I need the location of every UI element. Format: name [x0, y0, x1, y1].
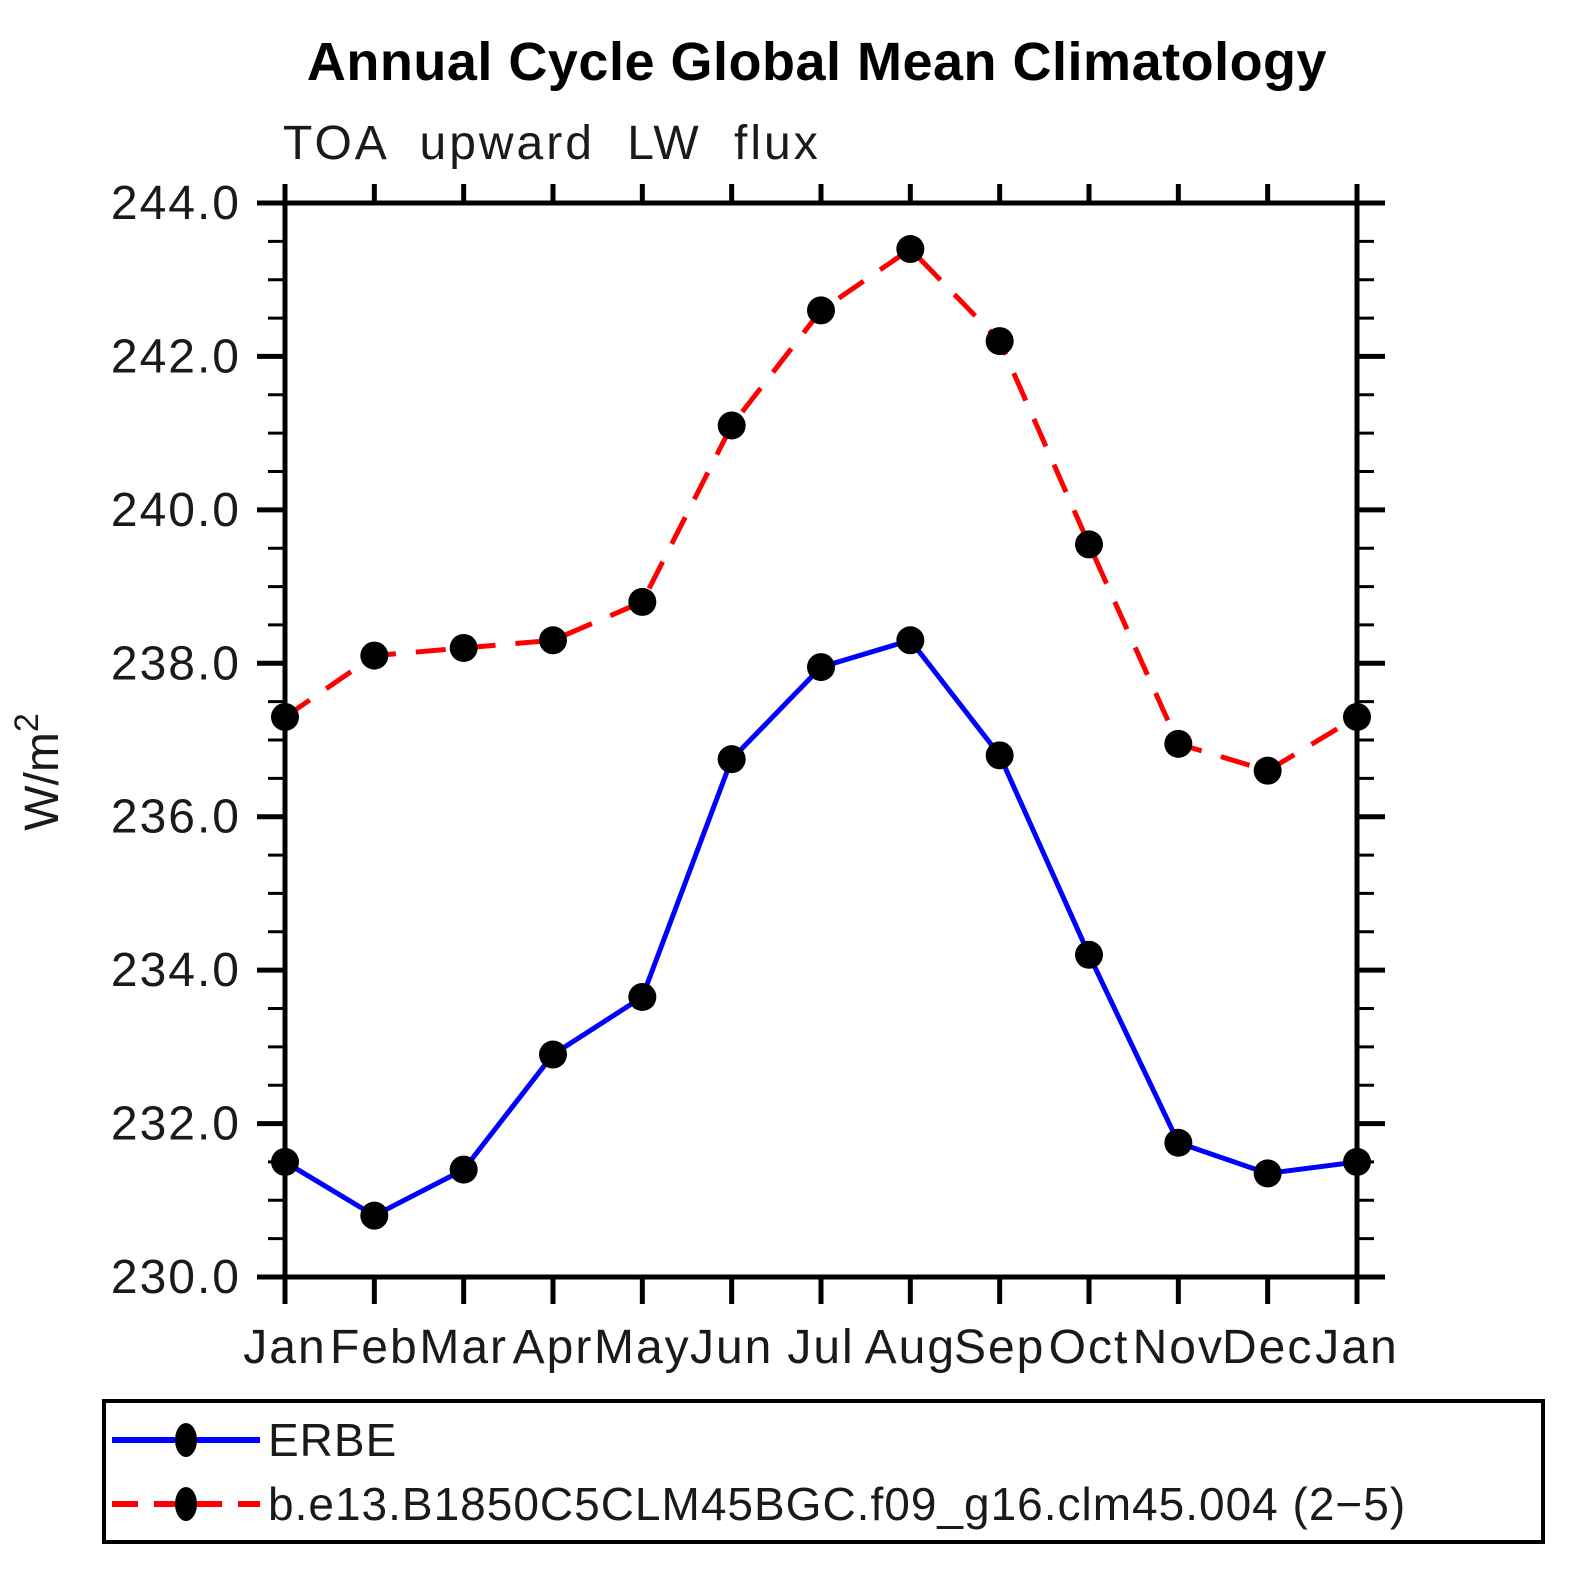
model-data-point-marker	[1075, 530, 1103, 559]
chart-subtitle: TOA upward LW flux	[283, 117, 821, 170]
y-axis-tick-label: 234.0	[111, 944, 241, 997]
x-axis-month-label: Jun	[690, 1321, 773, 1374]
y-axis-unit-label: W/m2	[8, 713, 69, 831]
erbe-data-point-marker	[1253, 1159, 1282, 1188]
x-axis-month-label: Aug	[865, 1321, 956, 1374]
erbe-data-point-marker	[271, 1147, 299, 1176]
legend-erbe-label: ERBE	[268, 1414, 397, 1466]
y-axis-tick-label: 236.0	[111, 791, 241, 844]
x-axis-month-label: Apr	[513, 1321, 594, 1374]
erbe-data-point-marker	[896, 626, 925, 655]
y-axis-tick-label: 238.0	[111, 637, 241, 690]
legend-model-label: b.e13.B1850C5CLM45BGC.f09_g16.clm45.004 …	[268, 1478, 1406, 1530]
x-axis-month-label: Nov	[1133, 1321, 1224, 1374]
model-data-point-marker	[1343, 702, 1371, 731]
model-data-point-marker	[896, 235, 925, 264]
erbe-data-point-marker	[1075, 940, 1103, 969]
y-axis-tick-label: 232.0	[111, 1098, 241, 1151]
x-axis-month-label: Feb	[330, 1321, 419, 1374]
series-layer	[271, 235, 1371, 1230]
x-axis-month-label: Mar	[419, 1321, 508, 1374]
erbe-data-point-marker	[628, 982, 657, 1011]
erbe-data-point-marker	[717, 745, 746, 774]
erbe-data-point-marker	[1343, 1147, 1371, 1176]
x-axis-month-label: Sep	[954, 1321, 1045, 1374]
erbe-data-point-marker	[360, 1201, 389, 1230]
legend-box	[102, 1399, 1545, 1544]
erbe-data-point-marker	[1164, 1128, 1193, 1157]
model-data-point-marker	[1164, 729, 1193, 758]
x-axis-month-label: Oct	[1049, 1321, 1130, 1374]
erbe-data-point-marker	[449, 1155, 478, 1184]
erbe-data-point-marker	[807, 653, 835, 682]
model-data-point-marker	[271, 702, 299, 731]
x-axis-month-label: Jan	[1315, 1321, 1398, 1374]
model-data-point-marker	[717, 411, 746, 440]
chart-title: Annual Cycle Global Mean Climatology	[307, 32, 1327, 92]
legend-erbe-marker	[175, 1423, 197, 1457]
model-data-point-marker	[985, 327, 1014, 356]
erbe-series-line	[283, 637, 1358, 1219]
y-axis-tick-label: 244.0	[111, 177, 241, 230]
x-axis-month-label: Jul	[787, 1321, 854, 1374]
axes-layer: 244.0 242.0 240.0 238.0 236.0 234.0 232.0 230.0…	[111, 177, 1398, 1374]
model-data-point-marker	[628, 587, 657, 616]
plot-frame	[282, 200, 1360, 1280]
x-axis-month-label: Dec	[1222, 1321, 1313, 1374]
erbe-data-point-marker	[985, 741, 1014, 770]
legend: ERBE b.e13.B1850C5CLM45BGC.f09_g16.clm45.…	[102, 1399, 1545, 1544]
model-data-point-marker	[360, 641, 389, 670]
model-data-point-marker	[539, 626, 567, 655]
x-axis-month-label: Jan	[243, 1321, 326, 1374]
model-data-point-marker	[449, 633, 478, 662]
y-axis-tick-label: 242.0	[111, 330, 241, 383]
model-data-point-marker	[807, 296, 835, 325]
erbe-data-point-marker	[539, 1040, 567, 1069]
model-data-point-marker	[1253, 756, 1282, 785]
model-series-line	[283, 245, 1359, 774]
x-axis-month-label: May	[594, 1321, 691, 1374]
y-axis-tick-label: 240.0	[111, 484, 241, 537]
legend-model-marker	[175, 1487, 197, 1521]
y-axis-tick-label: 230.0	[111, 1251, 241, 1304]
